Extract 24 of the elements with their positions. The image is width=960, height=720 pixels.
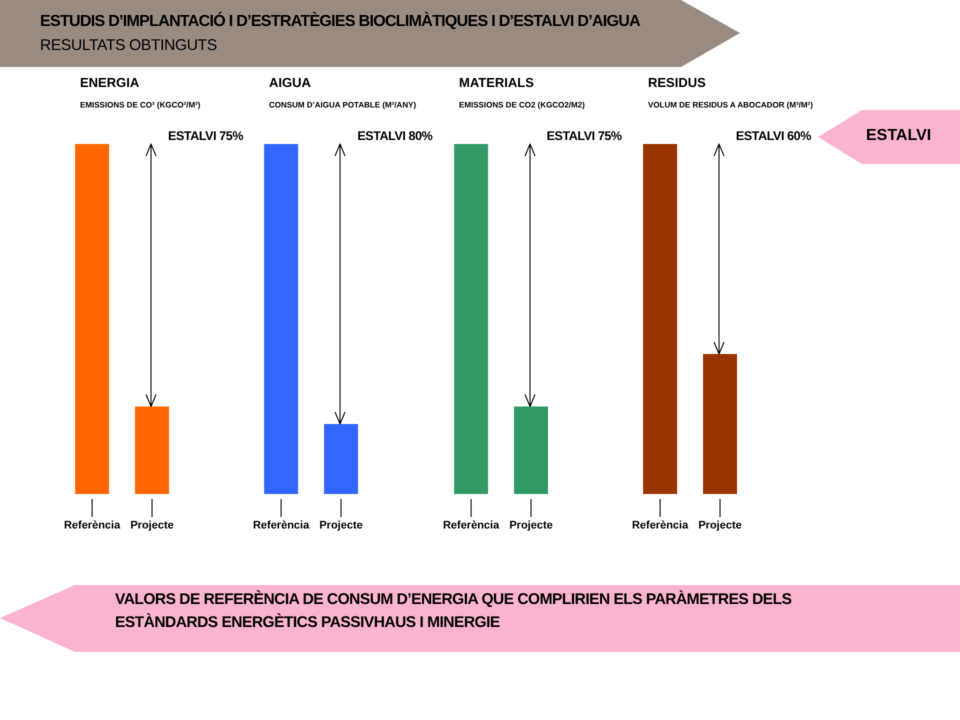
x-tick-label: Referència bbox=[253, 520, 310, 532]
x-tick-label: Projecte bbox=[320, 520, 364, 532]
chart-subtitle: EMISSIONS DE CO² (KGCO²/M²) bbox=[80, 100, 201, 110]
chart-title: MATERIALS bbox=[458, 75, 534, 90]
x-tick-label: Referència bbox=[64, 520, 122, 532]
text: ESTUDIS D’IMPLANTACIÓ I D’ESTRATÈGIES BIOCLIMÀTIQUES I D’ESTALVI D’AIGUA bbox=[40, 13, 640, 31]
chart-title: RESIDUS bbox=[648, 75, 706, 90]
x-tick-label: Projecte bbox=[130, 520, 174, 532]
x-tick-label: Referència bbox=[442, 520, 500, 532]
text: ESTALVI 80% bbox=[357, 129, 432, 143]
x-tick-label: Projecte bbox=[698, 520, 742, 532]
text: ESTALVI bbox=[866, 127, 932, 145]
x-tick-label: Projecte bbox=[508, 520, 552, 532]
chart-title: AIGUA bbox=[269, 75, 312, 90]
x-tick-label: Referència bbox=[632, 520, 689, 532]
text: ESTALVI 75% bbox=[546, 129, 622, 143]
chart-subtitle: EMISSIONS DE CO2 (KGCO2/M2) bbox=[458, 100, 585, 110]
chart-subtitle: CONSUM D’AIGUA POTABLE (M³/ANY) bbox=[269, 100, 417, 110]
text: ESTALVI 60% bbox=[736, 129, 811, 143]
chart-title: ENERGIA bbox=[80, 75, 140, 90]
chart-subtitle: VOLUM DE RESIDUS A ABOCADOR (M³/M²) bbox=[648, 100, 814, 110]
text: RESULTATS OBTINGUTS bbox=[40, 37, 217, 55]
text: ESTALVI 75% bbox=[168, 129, 244, 143]
text: VALORS DE REFERÈNCIA DE CONSUM D’ENERGIA QUE COMPLIRIEN ELS PARÀMETRES DELS ESTÀNDARDS ENERGÈTICS PASSIVHAUS I MINERGIE bbox=[115, 589, 792, 633]
